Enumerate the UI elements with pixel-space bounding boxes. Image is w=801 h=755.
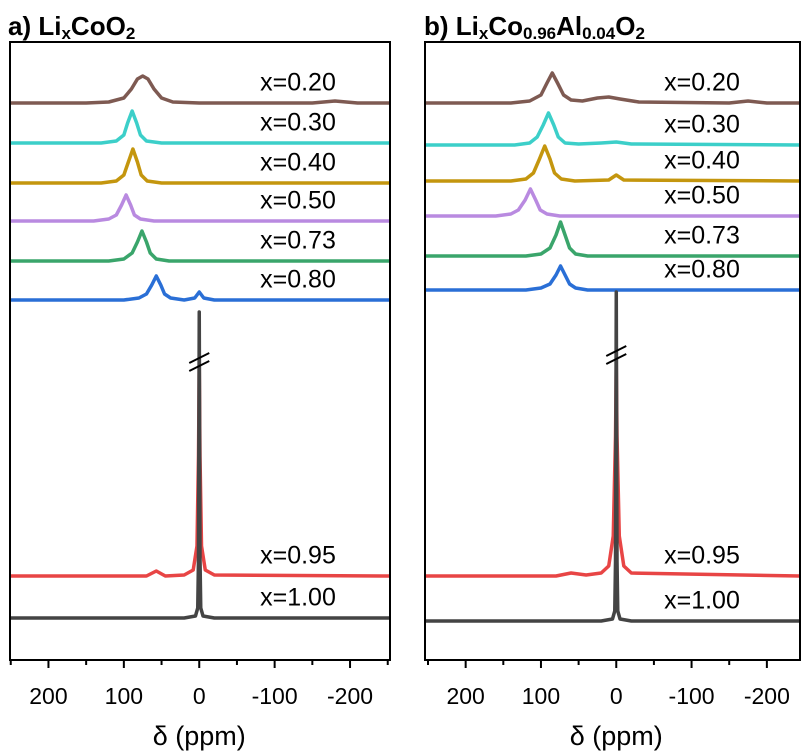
x-tick-label: 100 (105, 683, 143, 709)
spectrum-line (10, 310, 390, 620)
series-label: x=0.73 (664, 222, 740, 250)
title-part: 0.96 (523, 24, 556, 43)
title-part: 2 (635, 24, 644, 43)
series-label: x=0.20 (260, 69, 336, 97)
spectrum-line (425, 71, 800, 105)
x-axis-label: δ (ppm) (570, 721, 663, 751)
series-label: x=0.50 (260, 187, 336, 215)
axis-break (188, 360, 210, 372)
title-part: x (61, 24, 71, 43)
spectrum-line (10, 193, 390, 223)
series-label: x=0.80 (260, 266, 336, 294)
spectrum-line (425, 111, 800, 147)
axis-break (605, 345, 627, 357)
spectrum-line (10, 74, 390, 105)
series-label: x=0.50 (664, 182, 740, 210)
spectrum-line (10, 109, 390, 145)
x-tick-label: 100 (522, 683, 560, 709)
title-part: b) Li (424, 11, 479, 41)
title-part: x (479, 24, 489, 43)
series-label: x=0.30 (664, 111, 740, 139)
spectrum-line (425, 290, 800, 623)
series-label: x=0.20 (664, 69, 740, 97)
plot-frame (424, 41, 801, 661)
plot-area (425, 71, 800, 623)
x-tick-label: -100 (669, 683, 715, 709)
panel-title: b) LixCo0.96Al0.04O2 (424, 11, 645, 44)
series-label: x=0.95 (664, 542, 740, 570)
x-axis-label: δ (ppm) (153, 721, 246, 751)
spectrum-line (425, 264, 800, 292)
title-part: CoO (71, 11, 126, 41)
spectrum-line (425, 220, 800, 258)
spectrum-line (10, 147, 390, 185)
spectrum-line (425, 144, 800, 183)
title-part: a) Li (8, 11, 61, 41)
title-part: Co (488, 11, 523, 41)
x-tick-label: -200 (327, 683, 373, 709)
axis-break (605, 353, 627, 365)
title-part: Al (556, 11, 582, 41)
title-part: 0.04 (582, 24, 616, 43)
series-label: x=0.95 (260, 542, 336, 570)
title-part: 2 (126, 24, 135, 43)
x-tick-label: 200 (446, 683, 484, 709)
panel-title: a) LixCoO2 (8, 11, 135, 44)
x-tick-label: 200 (29, 683, 67, 709)
series-label: x=1.00 (664, 587, 740, 615)
series-label: x=1.00 (260, 584, 336, 612)
x-tick-label: -200 (744, 683, 790, 709)
spectrum-line (425, 187, 800, 218)
spectrum-line (10, 274, 390, 302)
x-tick-label: 0 (610, 683, 623, 709)
series-label: x=0.80 (664, 256, 740, 284)
spectrum-line (425, 363, 800, 578)
spectrum-line (10, 229, 390, 263)
x-tick-label: 0 (193, 683, 206, 709)
series-label: x=0.73 (260, 227, 336, 255)
x-tick-label: -100 (252, 683, 298, 709)
series-label: x=0.40 (260, 149, 336, 177)
title-part: O (615, 11, 635, 41)
axis-break (188, 352, 210, 364)
series-label: x=0.40 (664, 147, 740, 175)
plot-area (10, 74, 390, 620)
series-label: x=0.30 (260, 109, 336, 137)
